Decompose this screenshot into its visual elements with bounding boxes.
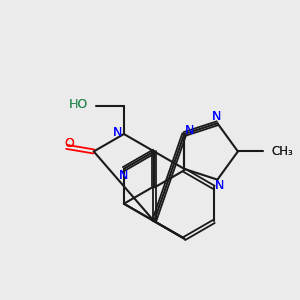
- Text: N: N: [211, 110, 220, 123]
- Text: HO: HO: [69, 98, 88, 112]
- Text: N: N: [118, 169, 128, 182]
- Text: HO: HO: [69, 98, 88, 112]
- Text: N: N: [215, 179, 224, 192]
- Text: N: N: [118, 169, 128, 182]
- Text: N: N: [113, 126, 122, 139]
- Text: N: N: [185, 124, 194, 137]
- Text: N: N: [185, 124, 194, 137]
- Text: N: N: [113, 126, 122, 139]
- Text: O: O: [64, 137, 74, 150]
- Text: CH₃: CH₃: [272, 145, 294, 158]
- Text: N: N: [211, 110, 220, 123]
- Text: O: O: [64, 137, 74, 150]
- Text: CH₃: CH₃: [272, 145, 294, 158]
- Text: N: N: [215, 179, 224, 192]
